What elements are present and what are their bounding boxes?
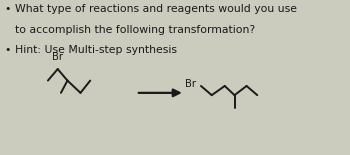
Text: •: • (5, 4, 11, 14)
Text: What type of reactions and reagents would you use: What type of reactions and reagents woul… (15, 4, 297, 14)
Text: Br: Br (185, 79, 196, 89)
Text: •: • (5, 45, 11, 55)
Text: Br: Br (52, 52, 63, 62)
Text: Hint: Use Multi-step synthesis: Hint: Use Multi-step synthesis (15, 45, 177, 55)
Text: to accomplish the following transformation?: to accomplish the following transformati… (15, 24, 255, 35)
